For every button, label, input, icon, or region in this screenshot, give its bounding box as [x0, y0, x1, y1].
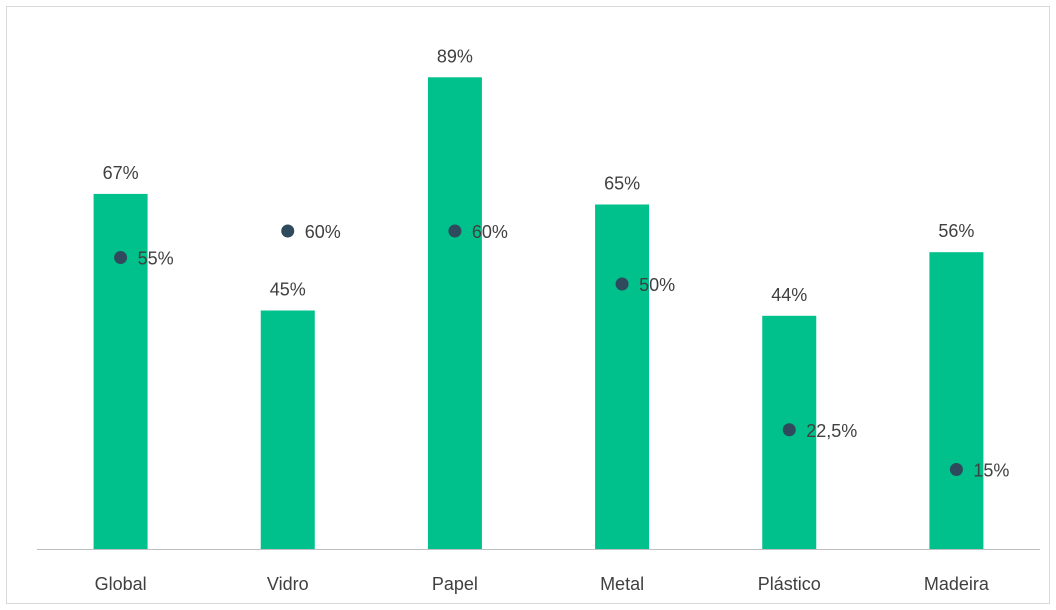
marker-point-2 — [281, 224, 295, 238]
marker-label-1: 55% — [138, 249, 174, 269]
x-tick-label-5: Plástico — [758, 574, 821, 594]
marker-point-1 — [114, 251, 128, 264]
bar-label-1: 67% — [103, 163, 139, 183]
bar-2 — [260, 310, 315, 549]
marker-label-3: 60% — [472, 222, 508, 242]
bar-4 — [595, 204, 650, 549]
marker-label-6: 15% — [973, 461, 1009, 481]
bar-label-5: 44% — [771, 285, 807, 305]
marker-label-2: 60% — [305, 222, 341, 242]
marker-label-5: 22,5% — [806, 421, 857, 441]
bar-label-3: 89% — [437, 46, 473, 66]
marker-point-5 — [782, 423, 796, 437]
bar-label-4: 65% — [604, 174, 640, 194]
x-tick-label-6: Madeira — [924, 574, 990, 594]
marker-point-3 — [448, 224, 462, 238]
x-tick-label-1: Global — [95, 574, 147, 594]
marker-point-4 — [615, 277, 629, 291]
x-tick-label-2: Vidro — [267, 574, 309, 594]
bar-label-2: 45% — [270, 280, 306, 300]
marker-label-4: 50% — [639, 275, 675, 295]
x-tick-label-4: Metal — [600, 574, 644, 594]
bar-1 — [93, 193, 148, 549]
x-tick-label-3: Papel — [432, 574, 478, 594]
bar-label-6: 56% — [938, 221, 974, 241]
bar-6 — [929, 252, 984, 549]
marker-point-6 — [949, 463, 963, 476]
bar-3 — [427, 77, 482, 550]
chart-frame — [6, 6, 1050, 604]
